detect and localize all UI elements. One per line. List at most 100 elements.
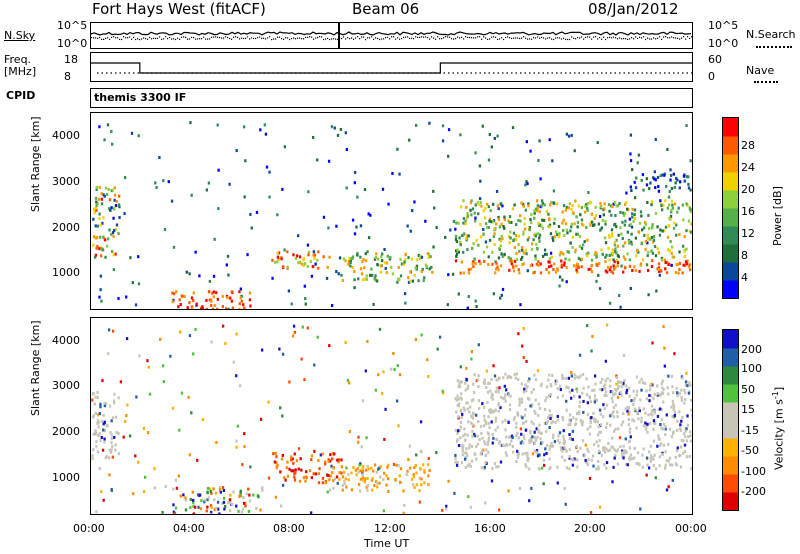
velocity-cell <box>519 427 523 431</box>
power-cell <box>571 204 574 208</box>
power-cell <box>524 208 527 212</box>
power-cell <box>573 222 576 226</box>
velocity-cell <box>648 450 651 454</box>
velocity-cell <box>663 364 666 368</box>
nsearch-dot <box>455 38 457 40</box>
power-cell <box>441 124 445 128</box>
power-cell <box>95 188 98 192</box>
velocity-cell <box>428 469 431 473</box>
nsearch-dot <box>241 37 243 39</box>
velocity-cell <box>535 450 538 454</box>
velocity-cell <box>460 380 464 384</box>
power-cell <box>670 263 673 267</box>
power-cell <box>556 268 560 272</box>
velocity-ytick: 3000 <box>52 379 80 392</box>
velocity-cell <box>488 426 491 430</box>
power-cell <box>586 201 590 205</box>
velocity-cell <box>110 441 113 445</box>
power-cell <box>518 271 521 275</box>
power-cell <box>532 233 536 237</box>
power-cell <box>277 257 280 261</box>
nsearch-dot <box>337 38 339 41</box>
power-cell <box>667 195 671 199</box>
velocity-cell <box>92 392 95 396</box>
nsearch-dot <box>471 37 473 39</box>
velocity-cell <box>522 390 526 394</box>
power-cell <box>602 213 606 217</box>
velocity-cell <box>317 481 321 485</box>
velocity-cell <box>343 470 346 474</box>
velocity-cell <box>691 413 692 417</box>
power-cell <box>660 258 664 262</box>
power-cell <box>304 302 307 306</box>
velocity-cell <box>562 376 565 380</box>
nsearch-dot <box>663 36 665 38</box>
power-cell <box>398 278 401 282</box>
velocity-cell <box>680 438 683 442</box>
velocity-cell <box>471 423 475 427</box>
velocity-cell <box>672 407 675 411</box>
power-cell <box>483 259 486 263</box>
velocity-cell <box>576 389 579 393</box>
velocity-cell <box>629 435 632 439</box>
velocity-cell <box>598 430 601 434</box>
velocity-cell <box>102 413 105 417</box>
power-cell <box>654 137 657 141</box>
power-cell <box>539 177 542 181</box>
velocity-cell <box>414 338 418 342</box>
power-cell <box>292 253 295 257</box>
velocity-cell <box>587 385 590 389</box>
power-cell <box>100 202 104 206</box>
power-cell <box>597 273 600 277</box>
velocity-cell <box>142 490 146 494</box>
nsearch-dot <box>569 38 571 41</box>
nsearch-dot <box>643 36 645 38</box>
power-cell <box>404 258 407 262</box>
velocity-cell <box>454 397 457 401</box>
velocity-cell <box>679 465 683 469</box>
power-cell <box>534 234 537 238</box>
power-cell <box>555 233 559 237</box>
velocity-cell <box>628 446 632 450</box>
power-cell <box>100 254 103 258</box>
power-cell <box>591 224 595 228</box>
velocity-cell <box>107 456 111 460</box>
nsearch-dot <box>263 37 265 39</box>
velocity-cell <box>298 479 302 483</box>
velocity-cell <box>512 418 516 422</box>
power-cell <box>208 290 211 293</box>
velocity-cell <box>98 432 101 436</box>
power-cell <box>503 226 506 230</box>
velocity-cell <box>367 467 370 471</box>
velocity-cell <box>518 400 522 404</box>
power-cell <box>271 276 274 280</box>
velocity-cell <box>678 427 682 431</box>
velocity-cell <box>563 439 567 443</box>
power-cell <box>367 212 370 216</box>
velocity-cell <box>494 408 498 412</box>
velocity-cell <box>275 455 278 459</box>
velocity-cell <box>568 413 572 417</box>
nsearch-dot <box>91 37 93 39</box>
velocity-cell <box>454 428 458 432</box>
velocity-cell <box>662 400 665 404</box>
power-cell <box>539 271 543 275</box>
velocity-cell <box>689 383 692 387</box>
velocity-cell <box>480 449 484 453</box>
velocity-cell <box>537 430 540 434</box>
nsearch-dot <box>121 38 123 41</box>
power-cell <box>359 224 363 228</box>
power-cell <box>235 149 238 153</box>
velocity-cell <box>619 390 622 394</box>
velocity-cell <box>645 424 648 428</box>
velocity-cell <box>621 454 624 458</box>
power-cell <box>608 209 611 213</box>
velocity-cell <box>598 408 602 412</box>
power-cell <box>537 263 540 267</box>
velocity-cell <box>496 425 499 429</box>
velocity-cell <box>188 334 192 338</box>
power-cell <box>513 203 516 207</box>
nsearch-dot <box>347 37 349 39</box>
power-cell <box>594 251 597 255</box>
velocity-cell <box>656 384 659 388</box>
